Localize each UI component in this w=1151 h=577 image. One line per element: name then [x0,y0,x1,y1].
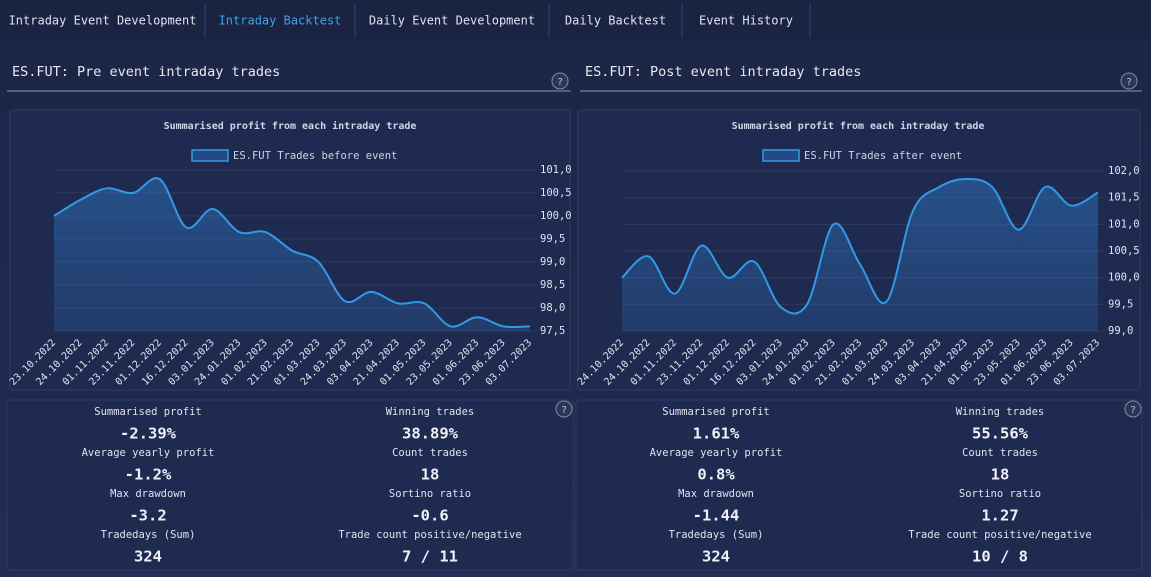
stat-value: 55.56% [972,425,1029,443]
stat-label: Tradedays (Sum) [669,529,764,541]
help-icon[interactable] [1124,400,1142,418]
stat-label: Max drawdown [110,488,186,500]
tab[interactable]: Intraday Backtest [219,14,342,28]
stat-value: 324 [134,548,162,566]
stat-value: -0.6 [411,507,448,525]
area [622,178,1098,331]
y-tick-label: 99,0 [1108,325,1133,337]
y-tick-label: 102,0 [1108,165,1140,177]
stat-label: Winning trades [956,406,1045,418]
line [621,177,1099,315]
stats-box [6,399,574,571]
legend-label: ES.FUT Trades before event [233,150,397,162]
y-tick-label: 100,0 [540,210,572,222]
stat-value: -1.44 [693,507,740,525]
help-label: ? [1130,405,1136,416]
legend-swatch [762,149,800,162]
tab[interactable]: Daily Backtest [565,14,666,28]
stat-value: 7 / 11 [402,548,458,566]
help-icon[interactable] [551,72,569,90]
stat-label: Trade count positive/negative [908,529,1091,541]
stat-value: -3.2 [129,507,166,525]
stat-value: 1.27 [981,507,1018,525]
y-tick-label: 99,5 [540,233,565,245]
y-tick-label: 98,0 [540,302,565,314]
y-tick-label: 101,0 [1108,218,1140,230]
y-tick-label: 100,0 [1108,272,1140,284]
area [54,177,530,331]
y-tick-label: 97,5 [540,325,565,337]
help-label: ? [1126,77,1132,88]
y-tick-label: 100,5 [540,187,572,199]
stat-label: Sortino ratio [389,488,471,500]
y-tick-label: 99,5 [1108,298,1133,310]
stat-label: Count trades [962,447,1038,459]
help-label: ? [561,405,567,416]
help-icon[interactable] [555,400,573,418]
y-tick-label: 99,0 [540,256,565,268]
y-tick-label: 101,0 [540,164,572,176]
stat-label: Winning trades [386,406,475,418]
stat-label: Average yearly profit [650,447,783,459]
stat-value: 10 / 8 [972,548,1028,566]
y-tick-label: 100,5 [1108,245,1140,257]
stat-label: Tradedays (Sum) [101,529,196,541]
stat-label: Count trades [392,447,468,459]
stat-value: 38.89% [402,425,459,443]
stat-label: Average yearly profit [82,447,215,459]
stat-value: 18 [421,466,440,484]
stat-value: -2.39% [120,425,177,443]
line [53,177,531,329]
y-tick-label: 101,5 [1108,192,1140,204]
stat-value: 1.61% [693,425,740,443]
tab[interactable]: Intraday Event Development [9,14,197,28]
stat-value: 18 [991,466,1010,484]
panel-title: ES.FUT: Pre event intraday trades [12,64,280,80]
stat-label: Sortino ratio [959,488,1041,500]
stat-label: Max drawdown [678,488,754,500]
stat-value: 324 [702,548,730,566]
stats-box [575,399,1143,571]
legend-swatch [191,149,229,162]
stat-label: Summarised profit [94,406,201,418]
chart-title: Summarised profit from each intraday tra… [732,120,985,132]
y-tick-label: 98,5 [540,279,565,291]
tab[interactable]: Daily Event Development [369,14,535,28]
tab-bar [0,0,1151,40]
legend-label: ES.FUT Trades after event [804,150,962,162]
chart-title: Summarised profit from each intraday tra… [164,120,417,132]
stat-label: Summarised profit [662,406,769,418]
help-icon[interactable] [1120,72,1138,90]
stat-value: -1.2% [125,466,172,484]
stat-label: Trade count positive/negative [338,529,521,541]
help-label: ? [557,77,563,88]
stat-value: 0.8% [697,466,735,484]
panel-title: ES.FUT: Post event intraday trades [585,64,861,80]
tab[interactable]: Event History [699,14,793,28]
